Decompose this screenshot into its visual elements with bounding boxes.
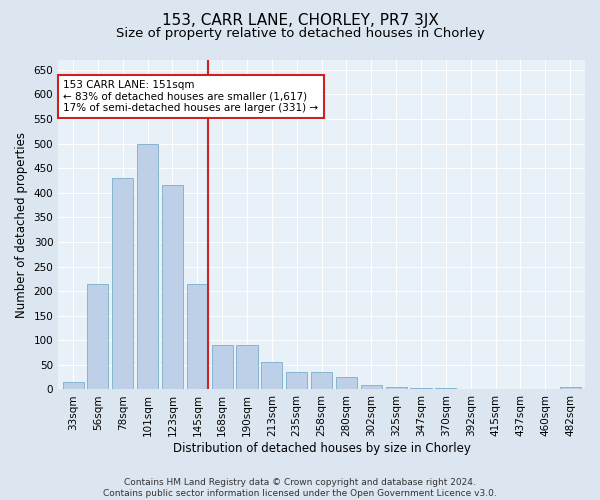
Bar bbox=[410, 388, 431, 390]
Bar bbox=[336, 377, 357, 390]
Bar bbox=[212, 345, 233, 390]
Bar bbox=[311, 372, 332, 390]
X-axis label: Distribution of detached houses by size in Chorley: Distribution of detached houses by size … bbox=[173, 442, 470, 455]
Text: Contains HM Land Registry data © Crown copyright and database right 2024.
Contai: Contains HM Land Registry data © Crown c… bbox=[103, 478, 497, 498]
Bar bbox=[137, 144, 158, 390]
Text: 153, CARR LANE, CHORLEY, PR7 3JX: 153, CARR LANE, CHORLEY, PR7 3JX bbox=[161, 12, 439, 28]
Bar bbox=[361, 384, 382, 390]
Bar bbox=[62, 382, 83, 390]
Bar bbox=[88, 284, 109, 390]
Bar bbox=[560, 387, 581, 390]
Bar bbox=[187, 284, 208, 390]
Bar bbox=[386, 387, 407, 390]
Y-axis label: Number of detached properties: Number of detached properties bbox=[15, 132, 28, 318]
Text: Size of property relative to detached houses in Chorley: Size of property relative to detached ho… bbox=[116, 28, 484, 40]
Bar bbox=[262, 362, 283, 390]
Text: 153 CARR LANE: 151sqm
← 83% of detached houses are smaller (1,617)
17% of semi-d: 153 CARR LANE: 151sqm ← 83% of detached … bbox=[64, 80, 319, 113]
Bar bbox=[435, 388, 457, 390]
Bar bbox=[112, 178, 133, 390]
Bar bbox=[162, 186, 183, 390]
Bar bbox=[236, 345, 257, 390]
Bar bbox=[286, 372, 307, 390]
